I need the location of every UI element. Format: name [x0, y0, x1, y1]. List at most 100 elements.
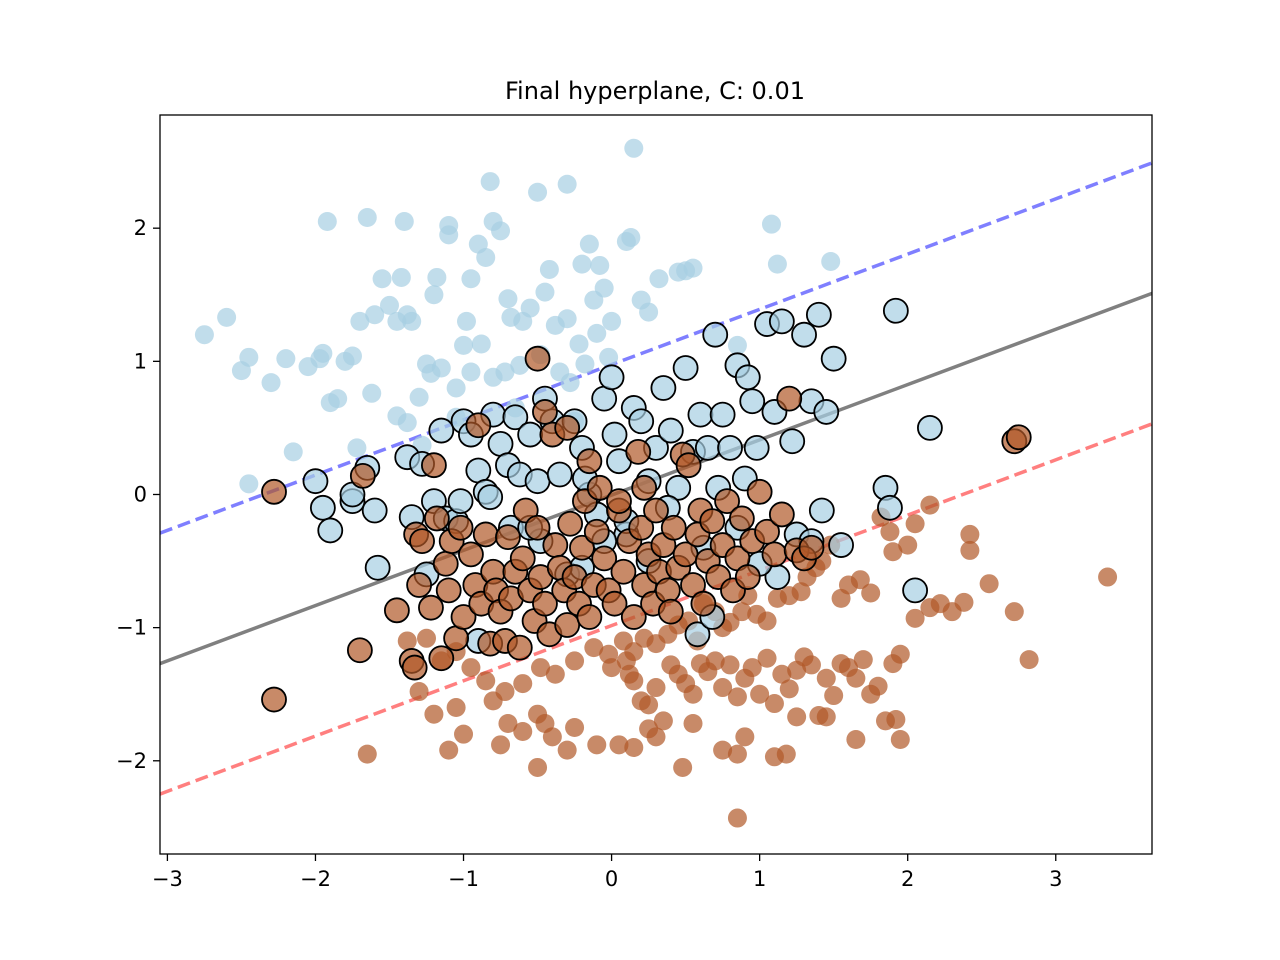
data-point-class-2 — [424, 704, 444, 724]
support-vector-class-1 — [768, 308, 795, 335]
support-vector-class-2 — [418, 594, 444, 621]
data-point-class-2 — [960, 540, 980, 560]
support-vector-class-2 — [532, 590, 558, 617]
support-vector-class-1 — [820, 345, 847, 372]
support-vector-class-2 — [401, 654, 428, 681]
data-point-class-1 — [461, 269, 481, 289]
data-point-class-2 — [890, 644, 910, 664]
data-point-class-1 — [283, 442, 303, 462]
data-point-class-2 — [742, 658, 762, 678]
support-vector-class-1 — [317, 517, 344, 544]
data-point-class-2 — [439, 740, 459, 760]
data-point-class-2 — [890, 729, 910, 749]
data-point-class-2 — [713, 678, 733, 698]
support-vector-class-1 — [665, 474, 692, 501]
support-vector-class-1 — [598, 364, 625, 391]
data-point-class-2 — [599, 644, 619, 664]
x-tick-label: −2 — [300, 867, 331, 891]
y-tick-label: −2 — [116, 749, 147, 773]
support-vector-class-1 — [628, 408, 655, 435]
support-vector-class-2 — [601, 590, 628, 617]
support-vector-class-1 — [591, 385, 618, 412]
data-point-class-2 — [1004, 602, 1024, 622]
support-vector-class-2 — [631, 474, 658, 501]
support-vector-class-1 — [702, 321, 729, 348]
support-vector-class-1 — [917, 415, 943, 441]
support-vector-class-2 — [654, 577, 681, 604]
support-vector-class-1 — [743, 434, 770, 461]
support-vector-class-2 — [754, 518, 780, 545]
support-vector-class-2 — [421, 452, 447, 479]
data-point-class-2 — [673, 757, 693, 777]
data-point-class-1 — [602, 311, 622, 331]
support-vector-class-2 — [443, 625, 470, 652]
data-point-class-1 — [372, 269, 392, 289]
data-point-class-1 — [569, 334, 589, 354]
support-vector-class-2 — [746, 478, 773, 505]
y-tick-label: −1 — [116, 616, 147, 640]
support-vector-class-1 — [601, 421, 628, 448]
data-point-class-1 — [535, 282, 555, 302]
data-point-class-2 — [634, 628, 654, 648]
data-point-class-2 — [750, 684, 770, 704]
data-point-class-2 — [905, 514, 925, 534]
support-vector-class-2 — [423, 505, 450, 532]
data-point-class-2 — [1019, 650, 1039, 670]
data-point-class-2 — [883, 542, 903, 562]
data-point-class-2 — [905, 608, 925, 628]
support-vector-class-1 — [805, 301, 832, 328]
support-vector-class-2 — [583, 518, 610, 545]
data-point-class-1 — [560, 373, 580, 393]
data-point-class-1 — [491, 221, 511, 241]
data-point-class-2 — [816, 668, 836, 688]
data-point-class-1 — [379, 295, 399, 315]
data-point-class-1 — [471, 334, 491, 354]
data-point-class-2 — [846, 729, 866, 749]
support-vector-class-1 — [808, 497, 835, 524]
data-point-class-2 — [705, 651, 725, 671]
y-tick-label: 0 — [134, 482, 147, 506]
support-vector-class-1 — [302, 468, 329, 495]
data-point-class-1 — [446, 378, 466, 398]
data-point-class-2 — [861, 583, 881, 603]
data-point-class-2 — [779, 679, 799, 699]
data-point-class-1 — [328, 389, 348, 409]
data-point-class-1 — [649, 269, 669, 289]
support-vector-class-2 — [798, 534, 825, 561]
data-point-class-1 — [520, 298, 540, 318]
data-point-class-1 — [510, 355, 530, 375]
data-point-class-2 — [880, 522, 900, 542]
data-point-class-2 — [757, 648, 777, 668]
support-vector-class-1 — [465, 457, 492, 484]
data-point-class-1 — [594, 278, 614, 298]
support-vector-class-1 — [779, 428, 806, 455]
support-vector-class-1 — [428, 417, 455, 444]
data-point-class-2 — [513, 674, 533, 694]
data-point-class-2 — [545, 664, 565, 684]
data-point-class-1 — [599, 347, 619, 367]
data-point-class-2 — [613, 631, 633, 651]
x-tick-label: 2 — [901, 867, 914, 891]
x-tick-label: −3 — [152, 867, 183, 891]
support-vector-class-1 — [361, 497, 388, 524]
data-point-class-1 — [461, 362, 481, 382]
support-vector-class-1 — [717, 434, 743, 461]
support-vector-class-2 — [542, 532, 569, 558]
support-vector-class-2 — [554, 415, 581, 441]
support-vector-class-2 — [657, 598, 684, 625]
support-vector-class-1 — [734, 364, 761, 391]
data-point-class-2 — [476, 671, 496, 691]
support-vector-class-2 — [643, 497, 669, 524]
data-point-class-2 — [853, 650, 873, 670]
support-vector-class-2 — [576, 604, 603, 630]
data-point-class-2 — [531, 658, 551, 678]
support-vector-class-2 — [465, 412, 492, 439]
data-point-class-2 — [491, 735, 511, 755]
support-vector-class-2 — [261, 686, 287, 713]
support-vector-class-1 — [684, 621, 711, 648]
data-point-class-2 — [557, 740, 577, 760]
support-vector-class-1 — [524, 468, 551, 495]
data-point-class-2 — [816, 707, 836, 727]
data-point-class-2 — [727, 808, 747, 828]
support-vector-class-2 — [610, 558, 637, 585]
